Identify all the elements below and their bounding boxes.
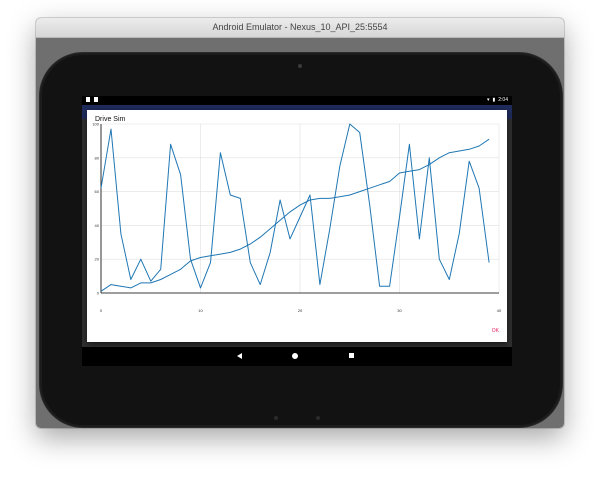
signal-icon: ▾: [486, 97, 490, 103]
status-time: 2:04: [498, 97, 508, 103]
series-line: [100, 123, 490, 289]
navigation-bar: [82, 347, 512, 366]
notification-icon: [94, 97, 98, 102]
device-screen[interactable]: ▾ ▮ 2:04 0 20 40 60 80 100 0 10 20 30 40 Drive Sim…: [82, 96, 512, 366]
window-title: Android Emulator - Nexus_10_API_25:5554: [36, 18, 564, 38]
camera-icon: [298, 64, 302, 68]
y-tick-label: 20: [95, 257, 100, 262]
emulator-window: Android Emulator - Nexus_10_API_25:5554 …: [36, 18, 564, 428]
x-tick-label: 0: [100, 308, 103, 313]
dialog-title: Drive Sim: [95, 116, 126, 123]
notification-icon: [86, 97, 90, 102]
y-tick-label: 100: [92, 122, 99, 127]
home-icon[interactable]: [292, 353, 298, 359]
tablet-frame: ▾ ▮ 2:04 0 20 40 60 80 100 0 10 20 30 40 Drive Sim…: [39, 52, 563, 428]
x-tick-label: 20: [298, 308, 303, 313]
back-icon[interactable]: [237, 353, 242, 359]
y-tick-label: 40: [95, 223, 100, 228]
line-chart: 0 20 40 60 80 100 0 10 20 30 40: [92, 122, 502, 314]
status-bar: ▾ ▮ 2:04: [82, 96, 512, 105]
series-line: [100, 138, 490, 292]
battery-icon: ▮: [492, 97, 496, 103]
x-tick-label: 40: [497, 308, 502, 313]
x-tick-label: 10: [198, 308, 203, 313]
chart-dialog: 0 20 40 60 80 100 0 10 20 30 40 Drive Sim OK: [87, 110, 507, 342]
y-tick-label: 0: [97, 291, 100, 296]
recent-apps-icon[interactable]: [349, 353, 354, 358]
y-tick-label: 80: [95, 155, 100, 160]
ok-button[interactable]: OK: [491, 328, 499, 334]
x-tick-label: 30: [397, 308, 402, 313]
sensor-dot: [274, 416, 278, 420]
y-tick-label: 60: [95, 189, 100, 194]
sensor-dot: [316, 416, 320, 420]
